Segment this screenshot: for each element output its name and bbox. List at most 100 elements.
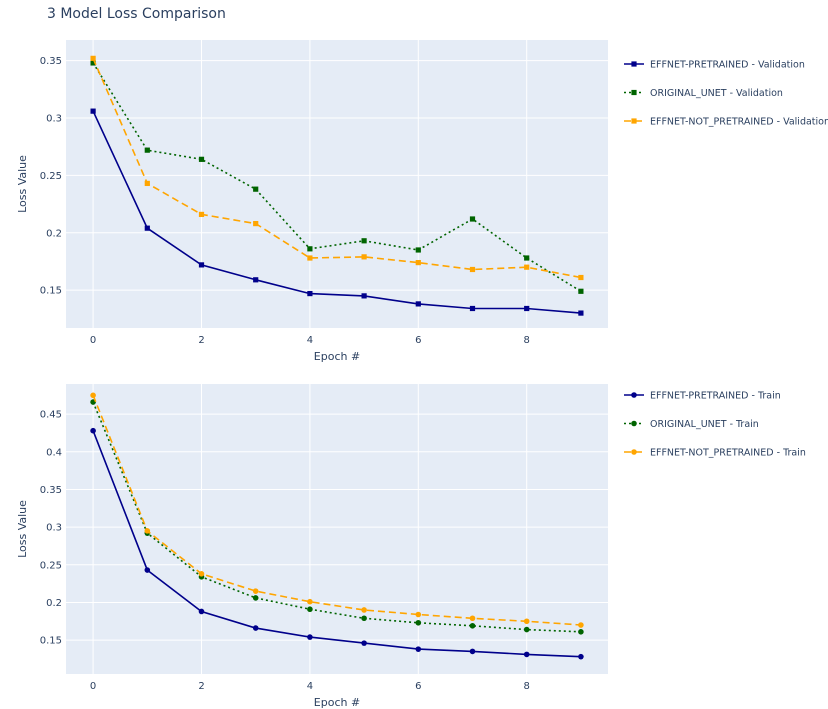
data-point-marker: [144, 528, 151, 534]
series-line-3: [92, 395, 581, 626]
plot-area: [66, 384, 608, 674]
x-tick-label: 6: [415, 681, 421, 692]
data-point-marker: [578, 310, 584, 316]
data-point-marker: [361, 293, 367, 299]
y-tick-label: 0.15: [40, 286, 62, 297]
series-line-1: [92, 110, 581, 314]
data-point-marker: [198, 262, 205, 268]
y-axis-title: Loss Value: [16, 500, 29, 558]
legend-marker: [631, 89, 637, 96]
data-point-marker: [90, 392, 96, 399]
data-point-marker: [361, 640, 367, 646]
data-point-marker: [469, 615, 476, 622]
data-point-marker: [361, 238, 367, 244]
data-point-marker: [307, 606, 313, 613]
legend-item[interactable]: ORIGINAL_UNET - Train: [624, 419, 759, 430]
legend-label: ORIGINAL_UNET - Train: [650, 419, 759, 430]
legend-marker: [631, 118, 637, 124]
y-tick-label: 0.2: [46, 228, 62, 239]
data-point-marker: [307, 255, 313, 261]
y-tick-label: 0.35: [40, 56, 62, 67]
legend-item[interactable]: EFFNET-NOT_PRETRAINED - Train: [624, 448, 806, 459]
series-line-1: [92, 430, 581, 658]
x-tick-label: 2: [198, 335, 204, 346]
data-point-marker: [198, 156, 205, 162]
data-point-marker: [90, 427, 96, 434]
data-point-marker: [578, 629, 584, 635]
subplot-1: 0 2 4 6 8 0.15 0.2 0.25 0.3 0.35 Epoch # Loss Value…: [16, 40, 828, 363]
x-tick-label: 8: [524, 681, 530, 692]
data-point-marker: [90, 60, 96, 66]
data-point-marker: [198, 571, 205, 577]
series-line-2: [92, 401, 581, 633]
data-point-marker: [90, 108, 96, 114]
x-tick-label: 6: [415, 335, 421, 346]
data-point-marker: [578, 622, 584, 628]
figure-title: 3 Model Loss Comparison: [47, 6, 226, 22]
data-point-marker: [307, 290, 313, 297]
legend-item[interactable]: EFFNET-PRETRAINED - Train: [624, 391, 781, 402]
x-tick-label: 4: [307, 681, 313, 692]
legend-item[interactable]: EFFNET-NOT_PRETRAINED - Validation: [624, 117, 828, 128]
data-point-marker: [524, 305, 530, 312]
y-tick-label: 0.35: [40, 485, 62, 496]
legend-item[interactable]: ORIGINAL_UNET - Validation: [624, 88, 783, 99]
data-point-marker: [361, 607, 367, 613]
x-tick-label: 8: [524, 335, 530, 346]
data-point-marker: [198, 608, 205, 615]
legend-marker: [631, 61, 637, 67]
data-point-marker: [307, 634, 313, 640]
data-point-marker: [578, 288, 584, 294]
legend-label: EFFNET-NOT_PRETRAINED - Train: [650, 448, 806, 459]
y-axis-title: Loss Value: [16, 155, 29, 213]
data-point-marker: [253, 220, 259, 227]
data-point-marker: [252, 595, 259, 601]
series-line-2: [92, 62, 582, 292]
data-point-marker: [415, 247, 421, 253]
y-tick-label: 0.4: [46, 447, 62, 458]
plot-area: [66, 40, 608, 328]
x-tick-label: 4: [307, 335, 313, 346]
y-tick-label: 0.25: [40, 171, 62, 182]
data-point-marker: [361, 615, 367, 622]
data-point-marker: [523, 651, 530, 658]
data-point-marker: [361, 254, 367, 260]
data-point-marker: [307, 246, 313, 252]
y-tick-label: 0.45: [40, 410, 62, 421]
x-axis-title: Epoch #: [314, 350, 360, 363]
data-point-marker: [144, 180, 150, 187]
data-point-marker: [469, 216, 476, 222]
data-point-marker: [253, 277, 259, 283]
data-point-marker: [523, 626, 530, 633]
data-point-marker: [198, 211, 205, 218]
data-point-marker: [144, 567, 151, 573]
x-tick-label: 2: [198, 681, 204, 692]
subplot-2: 0 2 4 6 8 0.15 0.2 0.25 0.3 0.35 0.4 0.45 Epoch # Los…: [16, 384, 806, 709]
legend-label: EFFNET-NOT_PRETRAINED - Validation: [650, 117, 828, 128]
data-point-marker: [469, 648, 476, 655]
legend-marker: [631, 420, 637, 427]
data-point-marker: [523, 618, 530, 625]
data-point-marker: [307, 598, 313, 605]
x-tick-label: 0: [90, 681, 96, 692]
data-point-marker: [253, 186, 259, 192]
legend-label: EFFNET-PRETRAINED - Train: [650, 391, 781, 402]
data-point-marker: [144, 147, 150, 153]
data-point-marker: [469, 622, 476, 629]
legend-marker: [631, 449, 637, 455]
x-tick-label: 0: [90, 335, 96, 346]
data-point-marker: [415, 611, 422, 618]
data-point-marker: [469, 266, 476, 273]
data-point-marker: [469, 305, 476, 312]
data-point-marker: [415, 259, 421, 266]
data-point-marker: [144, 225, 150, 231]
data-point-marker: [524, 264, 530, 270]
x-axis-title: Epoch #: [314, 696, 360, 709]
y-tick-label: 0.2: [46, 598, 62, 609]
y-tick-label: 0.15: [40, 636, 62, 647]
y-tick-label: 0.3: [46, 114, 62, 125]
legend-item[interactable]: EFFNET-PRETRAINED - Validation: [624, 60, 805, 71]
legend-marker: [631, 392, 637, 398]
y-tick-label: 0.25: [40, 560, 62, 571]
